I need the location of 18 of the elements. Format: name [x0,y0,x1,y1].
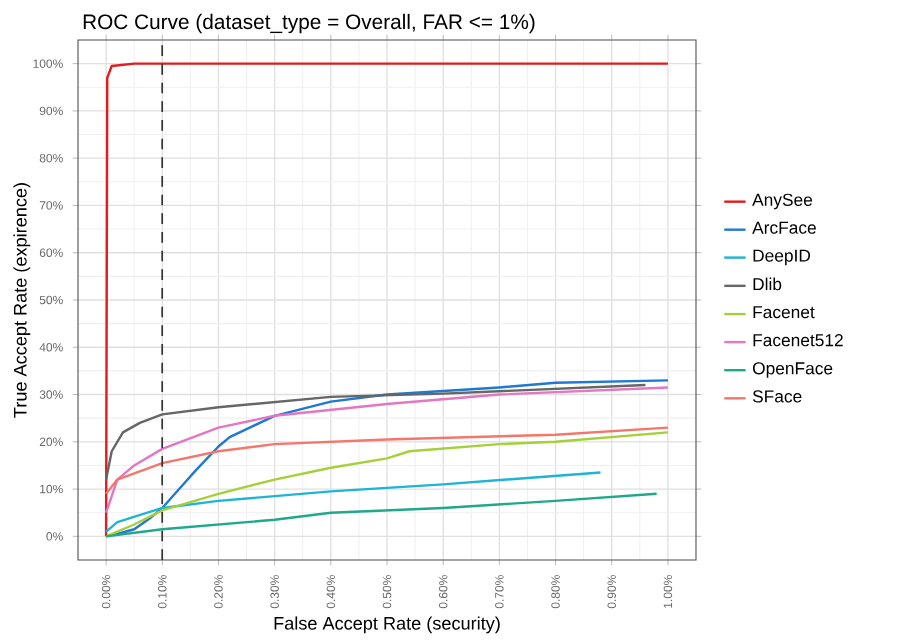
legend-label: Facenet512 [753,334,843,347]
line-series [104,492,658,538]
legend-label: AnySee [752,193,813,210]
line-series [104,471,602,533]
chart-title: ROC Curve (dataset_type = Overall, FAR <= 1%) [83,13,535,34]
legend-label: Dlib [753,277,782,291]
legend-label: DeepID [753,249,811,266]
y-axis-title: True Accept Rate (expirence) [13,183,31,418]
legend-label: Facenet [753,306,815,319]
line-series [104,62,670,538]
legend-label: ArcFace [752,221,816,234]
line-series [104,431,670,538]
line-series [104,426,670,495]
legend-label: SFace [752,390,802,403]
x-axis-title: False Accept Rate (security) [274,616,500,634]
line-series [104,383,647,481]
legend-label: OpenFace [752,362,833,378]
line-series [104,386,670,514]
